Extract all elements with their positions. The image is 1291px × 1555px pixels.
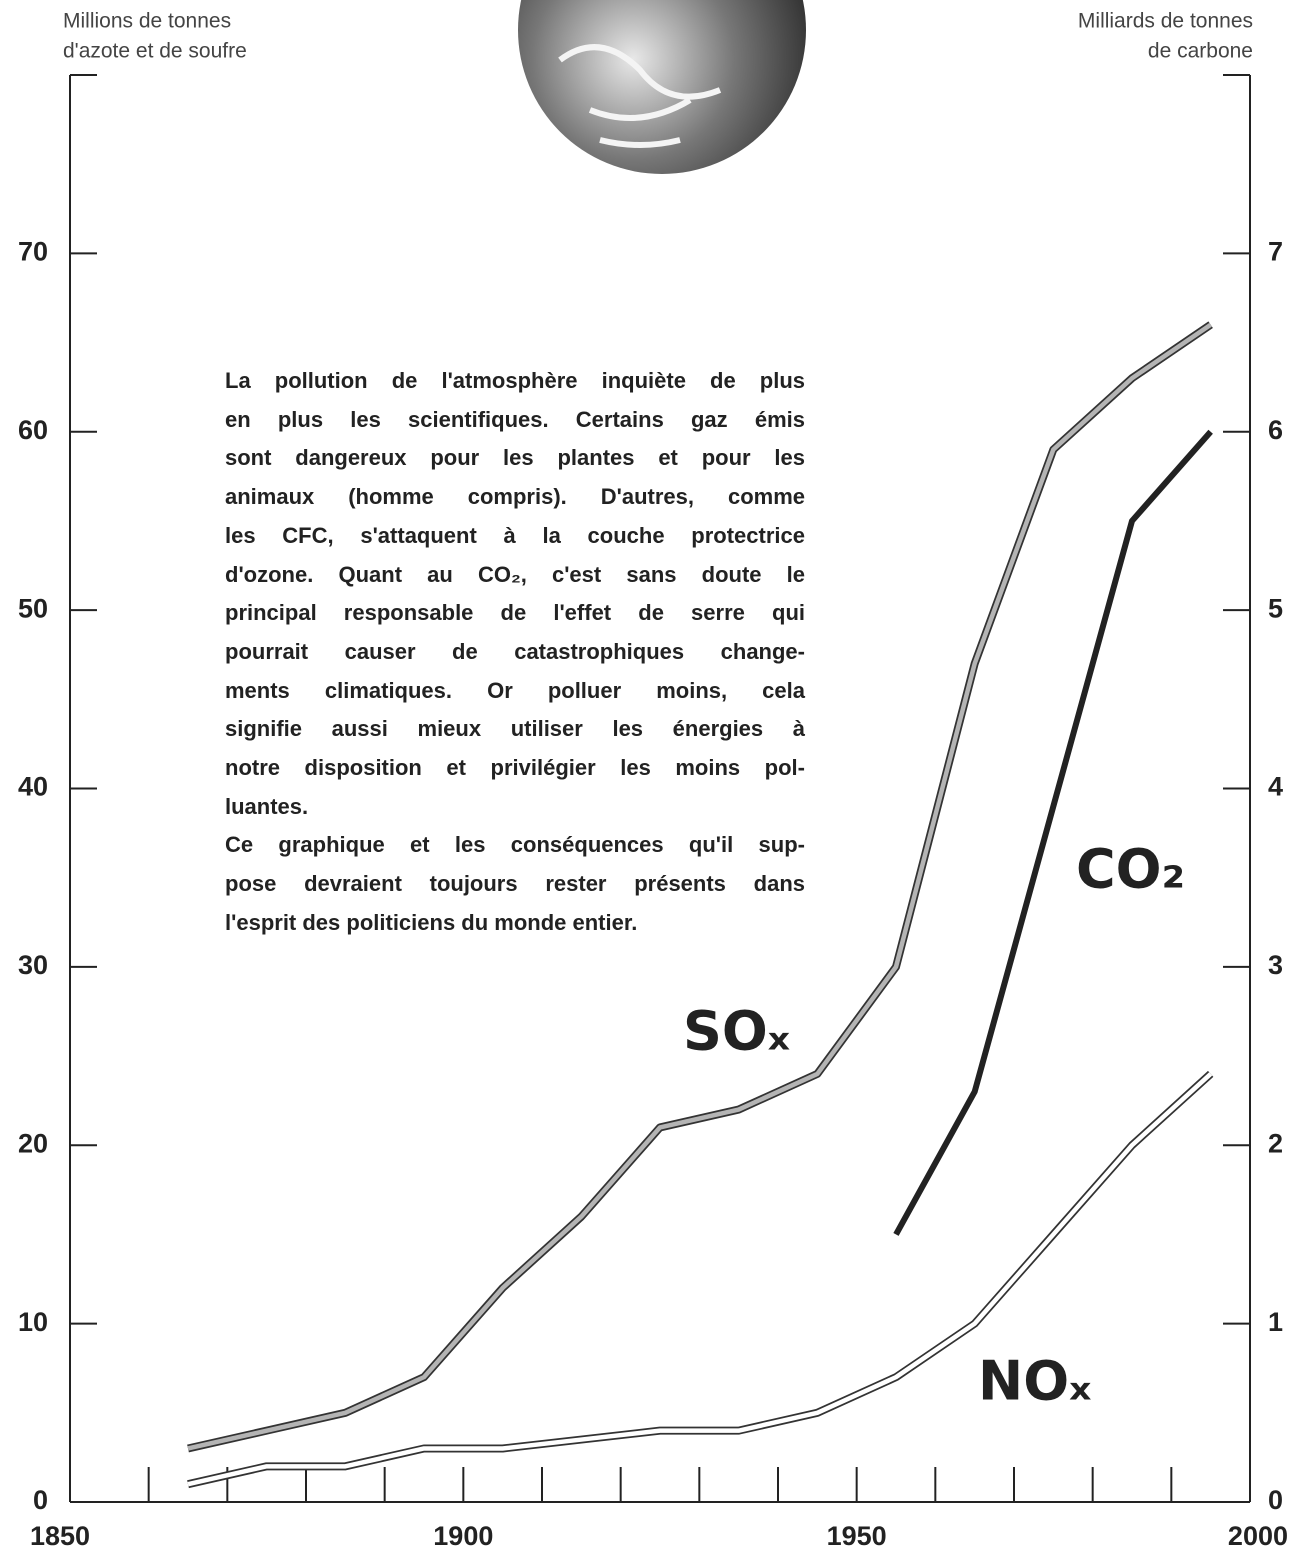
y-tick-label: 60 [18,415,48,445]
y-tick-label: 40 [18,772,48,802]
y2-tick-label: 7 [1268,237,1283,267]
y2-tick-label: 2 [1268,1128,1283,1158]
y2-tick-label: 6 [1268,415,1283,445]
annotation-line: ments climatiques. Or polluer moins, cel… [225,679,805,703]
line-outline [188,1074,1211,1484]
y-axis-title: d'azote et de soufre [63,40,247,63]
y-tick-label: 70 [18,237,48,267]
annotation-line: pourrait causer de catastrophiques chang… [225,640,805,664]
y-tick-label: 20 [18,1128,48,1158]
y2-tick-label: 4 [1268,772,1283,802]
y2-axis-title: de carbone [1148,40,1253,63]
annotation-line: sont dangereux pour les plantes et pour … [225,446,805,470]
series-label: SOₓ [683,1000,790,1063]
y2-axis-title: Milliards de tonnes [1078,10,1253,33]
series-label: CO₂ [1076,838,1185,901]
annotation-line: luantes. [225,795,805,819]
y-tick-label: 10 [18,1307,48,1337]
y2-tick-label: 3 [1268,950,1283,980]
annotation-line: signifie aussi mieux utiliser les énergi… [225,717,805,741]
annotation-line: en plus les scientifiques. Certains gaz … [225,408,805,432]
y2-tick-label: 0 [1268,1485,1283,1515]
y-axis-title: Millions de tonnes [63,10,231,33]
annotation-line: Ce graphique et les conséquences qu'il s… [225,833,805,857]
line [188,1074,1211,1484]
x-tick-label: 1900 [433,1521,493,1551]
annotation-line: pose devraient toujours rester présents … [225,872,805,896]
annotation-line: l'esprit des politiciens du monde entier… [225,911,805,935]
y-tick-label: 50 [18,593,48,623]
x-tick-label: 1950 [827,1521,887,1551]
y-tick-label: 30 [18,950,48,980]
annotation-line: notre disposition et privilégier les moi… [225,756,805,780]
y2-tick-label: 1 [1268,1307,1283,1337]
y-tick-label: 0 [33,1485,48,1515]
y2-tick-label: 5 [1268,593,1283,623]
annotation-line: d'ozone. Quant au CO₂, c'est sans doute … [225,563,805,587]
x-tick-label: 2000 [1228,1521,1288,1551]
annotation-line: animaux (homme compris). D'autres, comme [225,485,805,509]
annotation-line: les CFC, s'attaquent à la couche protect… [225,524,805,548]
page: 0 10 20 30 40 50 60 70 0 1 2 3 4 5 6 7 1850 1900 1950 2000 M… [0,0,1291,1555]
series-label: NOₓ [978,1350,1091,1413]
x-tick-label: 1850 [30,1521,90,1551]
annotation-line: La pollution de l'atmosphère inquiète de… [225,369,805,393]
annotation-line: principal responsable de l'effet de serr… [225,601,805,625]
